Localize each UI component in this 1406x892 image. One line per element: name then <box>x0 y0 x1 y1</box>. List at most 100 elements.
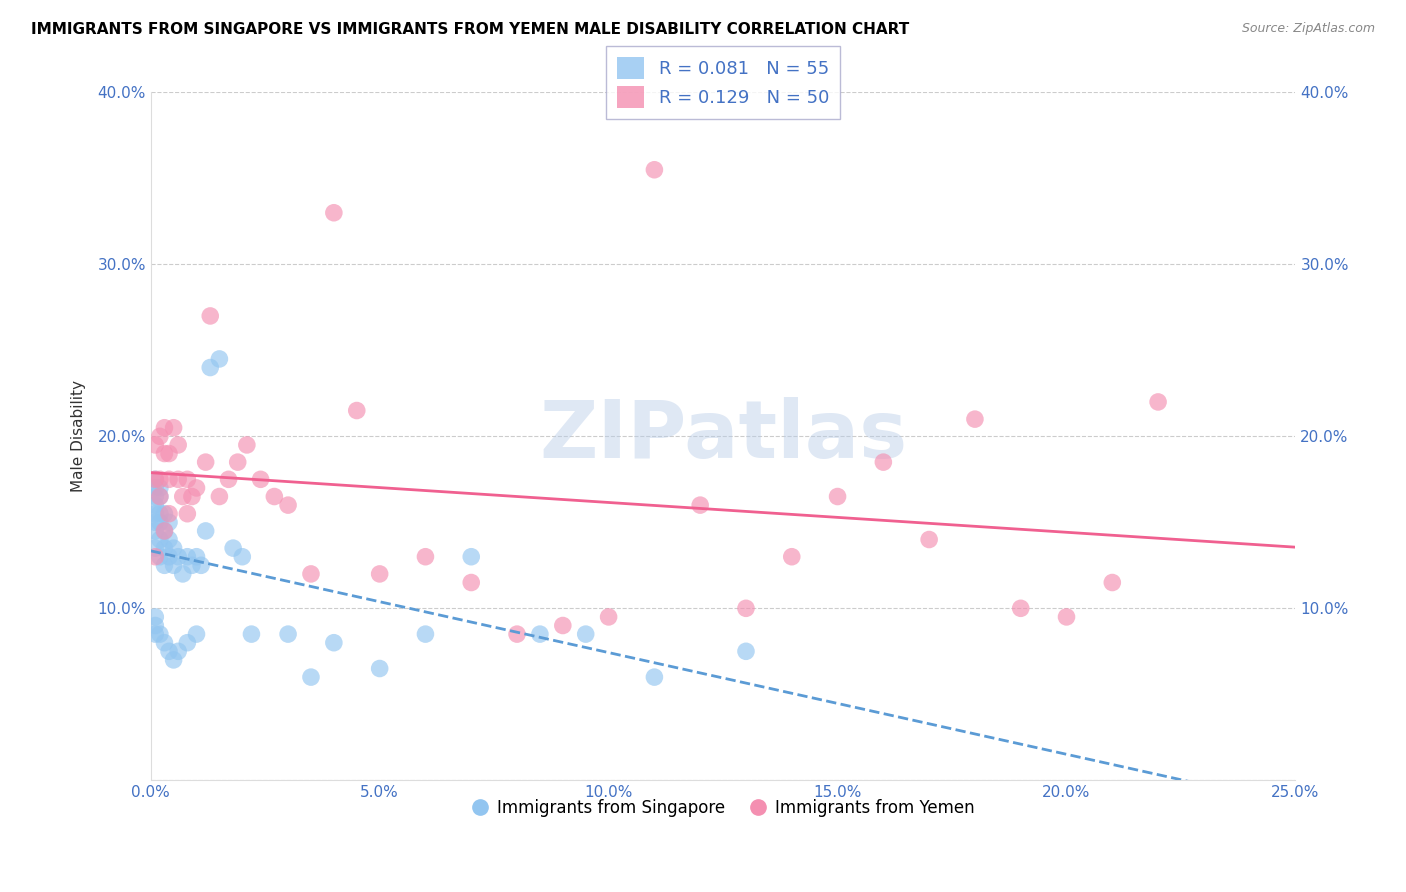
Point <box>143 549 166 564</box>
Point <box>176 472 198 486</box>
Point <box>186 549 208 564</box>
Point <box>143 481 166 495</box>
Point <box>208 351 231 366</box>
Point <box>529 627 551 641</box>
Point <box>143 490 166 504</box>
Point <box>153 446 176 460</box>
Point <box>222 541 245 555</box>
Point <box>157 507 180 521</box>
Point <box>827 490 849 504</box>
Point <box>149 533 172 547</box>
Point <box>149 490 172 504</box>
Point <box>153 636 176 650</box>
Point <box>506 627 529 641</box>
Point <box>1147 395 1170 409</box>
Point <box>143 610 166 624</box>
Point <box>200 360 222 375</box>
Point <box>167 472 190 486</box>
Point <box>143 438 166 452</box>
Point <box>277 627 299 641</box>
Point <box>149 627 172 641</box>
Point <box>240 627 263 641</box>
Point <box>162 558 184 573</box>
Point <box>460 575 482 590</box>
Point <box>167 438 190 452</box>
Point <box>149 481 172 495</box>
Point <box>162 653 184 667</box>
Point <box>172 566 194 581</box>
Point <box>143 618 166 632</box>
Point <box>1010 601 1032 615</box>
Point <box>143 524 166 538</box>
Point <box>551 618 574 632</box>
Point <box>368 661 391 675</box>
Point <box>963 412 986 426</box>
Point <box>149 429 172 443</box>
Point <box>1056 610 1078 624</box>
Point <box>1101 575 1123 590</box>
Point <box>249 472 271 486</box>
Point <box>176 507 198 521</box>
Point <box>277 498 299 512</box>
Point <box>153 507 176 521</box>
Text: Source: ZipAtlas.com: Source: ZipAtlas.com <box>1241 22 1375 36</box>
Point <box>643 670 665 684</box>
Text: IMMIGRANTS FROM SINGAPORE VS IMMIGRANTS FROM YEMEN MALE DISABILITY CORRELATION C: IMMIGRANTS FROM SINGAPORE VS IMMIGRANTS … <box>31 22 910 37</box>
Point <box>149 549 172 564</box>
Point <box>162 421 184 435</box>
Y-axis label: Male Disability: Male Disability <box>72 380 86 492</box>
Point <box>181 490 204 504</box>
Point <box>263 490 285 504</box>
Legend: Immigrants from Singapore, Immigrants from Yemen: Immigrants from Singapore, Immigrants fr… <box>465 792 981 823</box>
Point <box>236 438 259 452</box>
Point <box>322 206 344 220</box>
Point <box>143 627 166 641</box>
Point <box>918 533 941 547</box>
Point <box>167 644 190 658</box>
Point <box>153 524 176 538</box>
Point <box>143 498 166 512</box>
Point <box>735 644 758 658</box>
Point <box>368 566 391 581</box>
Point <box>143 472 166 486</box>
Point <box>643 162 665 177</box>
Point <box>415 549 437 564</box>
Point <box>200 309 222 323</box>
Point <box>194 524 217 538</box>
Point <box>143 472 166 486</box>
Point <box>415 627 437 641</box>
Point <box>153 524 176 538</box>
Point <box>143 507 166 521</box>
Point <box>153 541 176 555</box>
Point <box>208 490 231 504</box>
Point <box>149 490 172 504</box>
Point <box>162 541 184 555</box>
Point <box>460 549 482 564</box>
Point <box>226 455 249 469</box>
Point <box>167 549 190 564</box>
Point <box>157 446 180 460</box>
Point <box>299 670 322 684</box>
Point <box>181 558 204 573</box>
Point <box>346 403 368 417</box>
Point <box>176 636 198 650</box>
Point <box>157 549 180 564</box>
Point <box>186 627 208 641</box>
Point <box>575 627 598 641</box>
Point <box>149 507 172 521</box>
Point <box>143 541 166 555</box>
Point <box>157 644 180 658</box>
Point <box>153 558 176 573</box>
Point <box>872 455 894 469</box>
Point <box>157 533 180 547</box>
Point <box>157 472 180 486</box>
Text: ZIPatlas: ZIPatlas <box>538 397 907 475</box>
Point <box>194 455 217 469</box>
Point <box>598 610 620 624</box>
Point <box>172 490 194 504</box>
Point <box>186 481 208 495</box>
Point <box>149 516 172 530</box>
Point <box>190 558 212 573</box>
Point <box>143 516 166 530</box>
Point <box>689 498 711 512</box>
